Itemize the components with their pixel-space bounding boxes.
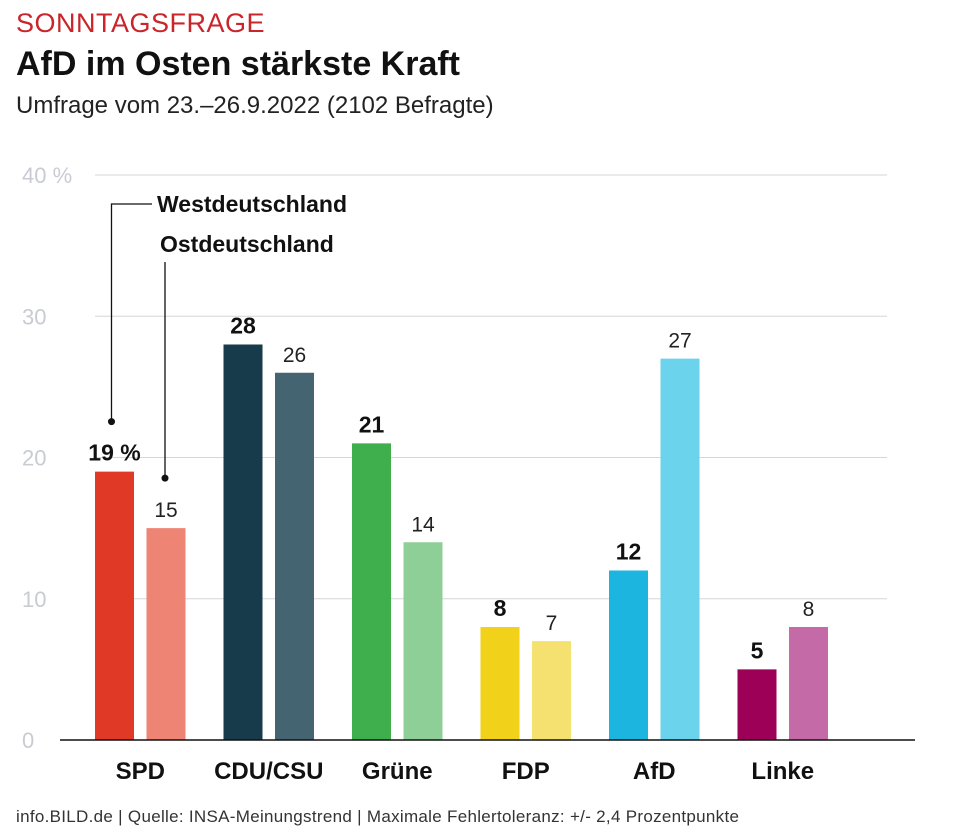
category-label: Grüne	[362, 758, 433, 785]
legend-leader-line	[110, 203, 152, 422]
data-label: 5	[751, 637, 764, 663]
y-tick-label: 20	[22, 446, 46, 471]
data-label: 8	[494, 595, 507, 621]
y-tick-label: 30	[22, 304, 46, 329]
y-tick-label: 10	[22, 587, 46, 612]
legend-entry-east: Ostdeutschland	[160, 231, 334, 257]
data-label: 14	[411, 513, 435, 536]
data-label: 21	[359, 411, 385, 437]
bar	[275, 372, 314, 740]
bar	[146, 528, 186, 740]
data-label: 27	[668, 330, 691, 353]
data-label: 7	[546, 612, 558, 635]
bar-chart: 0 10 20 30 40 % 19 % 15 SPD 28 26 CDU/CSU 21 14 Grüne…	[22, 163, 915, 785]
category-label: CDU/CSU	[214, 758, 323, 785]
bar	[660, 358, 700, 740]
y-tick-label: 0	[22, 728, 34, 753]
data-label: 12	[616, 539, 642, 565]
bar	[737, 669, 777, 740]
chart-kicker: SONNTAGSFRAGE	[16, 8, 266, 38]
bar	[609, 570, 648, 740]
category-label: SPD	[116, 758, 165, 785]
bar	[95, 471, 134, 740]
category-label: Linke	[751, 758, 814, 785]
legend-leader-dot	[161, 474, 169, 482]
bar	[532, 641, 571, 740]
data-label: 28	[230, 313, 256, 339]
data-label: 15	[154, 499, 177, 522]
chart-footer: info.BILD.de | Quelle: INSA-Meinungstren…	[16, 807, 740, 826]
bar	[352, 443, 391, 740]
bar	[403, 542, 443, 740]
bar	[480, 627, 520, 740]
legend-entry-west: Westdeutschland	[157, 191, 347, 217]
category-label: FDP	[502, 758, 550, 785]
category-label: AfD	[633, 758, 676, 785]
chart-subtitle: Umfrage vom 23.–26.9.2022 (2102 Befragte…	[16, 92, 494, 119]
bar	[223, 344, 263, 740]
data-label: 8	[803, 598, 815, 621]
data-label: 26	[283, 344, 306, 367]
y-tick-label: 40 %	[22, 163, 72, 188]
bar	[789, 627, 828, 740]
legend-leader-dot	[108, 418, 115, 426]
data-label: 19 %	[88, 440, 140, 466]
chart-title: AfD im Osten stärkste Kraft	[16, 45, 461, 83]
